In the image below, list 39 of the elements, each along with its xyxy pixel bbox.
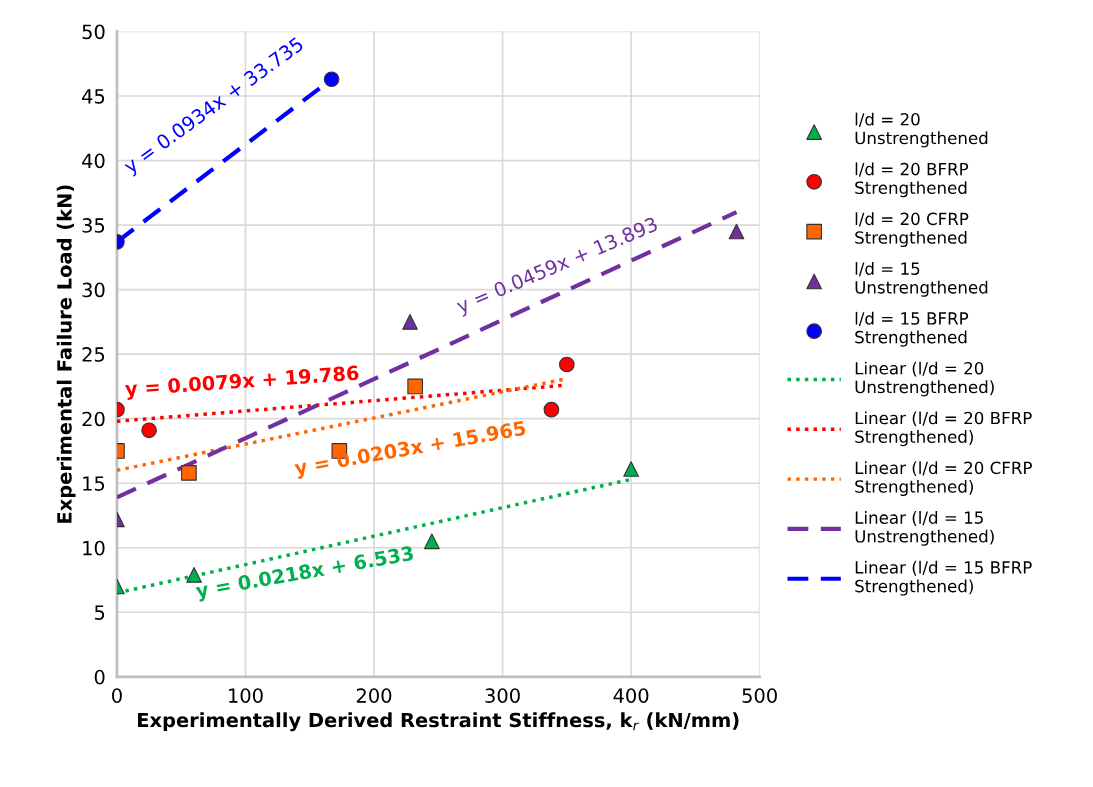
point xyxy=(558,356,575,373)
legend-label: Linear (l/d = 15 BFRP Strengthened) xyxy=(855,560,1032,596)
x-tick-label: 500 xyxy=(742,688,777,703)
x-tick-label: 400 xyxy=(613,688,649,703)
legend-label: Linear (l/d = 20 Unstrengthened) xyxy=(855,361,994,397)
y-tick-label: 15 xyxy=(83,476,105,491)
legend-label: Linear (l/d = 15 Unstrengthened) xyxy=(855,511,994,546)
x-tick-label: 200 xyxy=(356,688,392,703)
legend-label: l/d = 20 Unstrengthened xyxy=(855,112,988,148)
x-tick-label: 0 xyxy=(112,688,122,703)
annotation: y = 0.0218x + 6.533 xyxy=(194,545,415,603)
y-tick-label: 50 xyxy=(82,24,105,40)
point xyxy=(424,533,440,550)
y-tick-label: 10 xyxy=(83,540,105,556)
y-axis-title: Experimental Failure Load (kN) xyxy=(56,185,76,523)
point xyxy=(543,401,560,418)
y-tick-label: 40 xyxy=(82,153,105,169)
y-tick-label: 45 xyxy=(82,89,105,104)
y-tick-label: 25 xyxy=(82,347,105,362)
legend-label: l/d = 20 BFRP Strengthened xyxy=(855,162,969,198)
y-tick-label: 30 xyxy=(82,282,105,298)
point xyxy=(623,461,639,477)
annotation: y = 0.0203x + 15.965 xyxy=(293,420,527,480)
legend-label: l/d = 15 BFRP Strengthened xyxy=(855,311,969,347)
y-tick-label: 35 xyxy=(82,218,105,233)
x-axis-title: Experimentally Derived Restraint Stiffness, k$_{r}$ (kN/mm) xyxy=(138,712,739,732)
y-tick-label: 0 xyxy=(94,669,105,685)
point xyxy=(407,378,423,395)
y-tick-label: 20 xyxy=(82,411,105,427)
legend-label: l/d = 15 Unstrengthened xyxy=(855,262,988,297)
legend-label: l/d = 20 CFRP Strengthened xyxy=(855,212,969,248)
legend-label: Linear (l/d = 20 CFRP Strengthened) xyxy=(855,461,1032,497)
point xyxy=(728,223,745,240)
x-tick-label: 100 xyxy=(229,688,263,703)
legend-label: Linear (l/d = 20 BFRP Strengthened) xyxy=(855,411,1032,447)
x-tick-label: 300 xyxy=(485,688,520,703)
point xyxy=(402,314,418,330)
y-tick-label: 5 xyxy=(94,605,105,620)
annotation: y = 0.0079x + 19.786 xyxy=(124,365,360,401)
